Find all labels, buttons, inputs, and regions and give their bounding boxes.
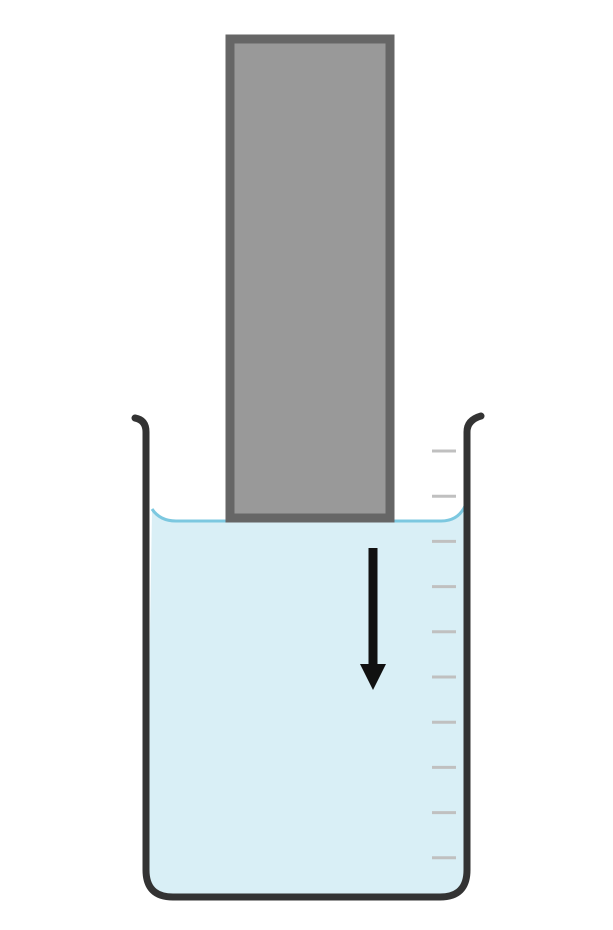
block: [225, 34, 395, 523]
graduation-marks: [432, 449, 456, 860]
beaker-icon: [131, 412, 485, 901]
liquid: [146, 507, 465, 894]
down-arrow-icon: [360, 548, 386, 690]
